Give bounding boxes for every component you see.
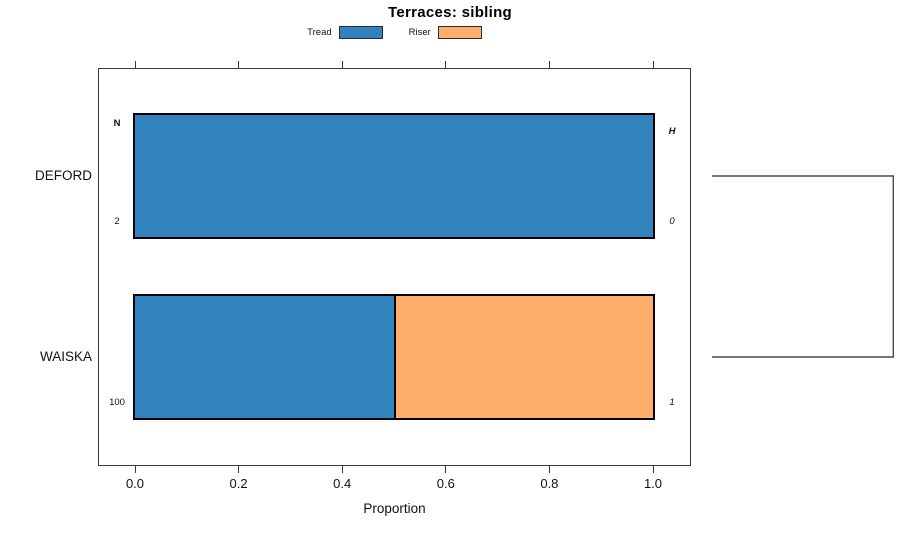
count-n-value: 2	[114, 216, 120, 227]
x-tick-label: 0.6	[436, 476, 455, 491]
axis-tick-bottom	[238, 466, 240, 473]
count-n-value: 100	[109, 397, 125, 408]
axis-tick-bottom	[341, 466, 343, 473]
x-tick-label: 1.0	[643, 476, 663, 491]
legend-swatch	[338, 26, 383, 39]
bar-segment-tread	[135, 296, 394, 418]
x-tick-label: 0.2	[229, 476, 248, 491]
axis-tick-top	[445, 61, 447, 68]
bar-row	[133, 113, 655, 239]
legend-label: Riser	[408, 27, 431, 38]
axis-tick-top	[238, 61, 240, 68]
x-tick-label: 0.8	[540, 476, 559, 491]
entropy-h-value: 0	[669, 216, 675, 227]
x-axis-label: Proportion	[363, 501, 426, 516]
axis-tick-bottom	[548, 466, 550, 473]
axis-tick-bottom	[445, 466, 447, 473]
axis-tick-bottom	[652, 466, 654, 473]
plot-area	[98, 68, 691, 466]
y-category-label: DEFORD	[35, 168, 92, 183]
legend-swatch	[437, 26, 482, 39]
legend-item: Riser	[409, 26, 482, 39]
bar-segment-tread	[135, 115, 653, 237]
axis-tick-top	[134, 61, 136, 68]
bar-segment-riser	[394, 296, 653, 418]
x-tick-label: 0.4	[333, 476, 352, 491]
legend: Tread Riser	[98, 26, 691, 39]
x-tick-label: 0.0	[125, 476, 145, 491]
legend-item: Tread	[307, 26, 383, 39]
column-header-h: H	[668, 126, 676, 137]
axis-tick-bottom	[134, 466, 136, 473]
chart-title: Terraces: sibling	[387, 4, 513, 21]
entropy-h-value: 1	[669, 397, 675, 408]
axis-tick-top	[652, 61, 654, 68]
y-category-label: WAISKA	[39, 349, 92, 364]
axis-tick-top	[341, 61, 343, 68]
axis-tick-top	[548, 61, 550, 68]
column-header-n: N	[113, 118, 121, 129]
bar-row	[133, 294, 655, 420]
legend-label: Tread	[307, 27, 332, 38]
